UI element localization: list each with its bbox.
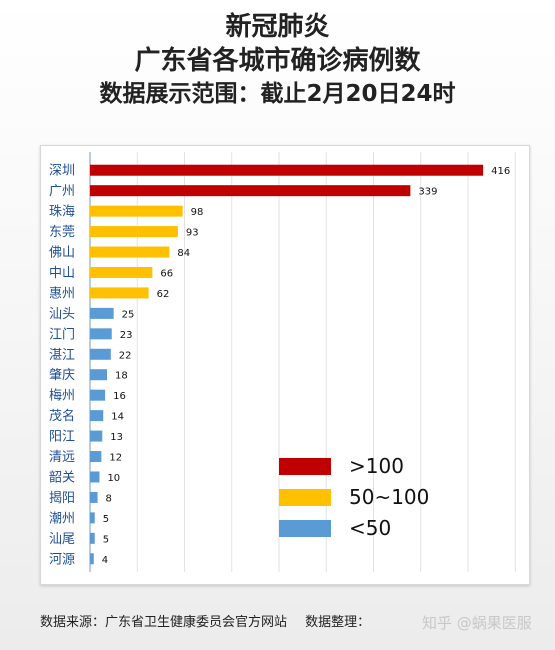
bar bbox=[90, 287, 149, 299]
data-label: 8 bbox=[106, 493, 112, 504]
data-label: 14 bbox=[111, 412, 124, 423]
category-label: 阳江 bbox=[49, 430, 75, 445]
title-block: 新冠肺炎 广东省各城市确诊病例数 数据展示范围：截止2月20日24时 bbox=[0, 10, 555, 110]
category-label: 河源 bbox=[49, 552, 75, 567]
category-label: 惠州 bbox=[49, 286, 75, 301]
category-label: 珠海 bbox=[49, 205, 75, 220]
bar bbox=[90, 185, 411, 197]
category-label: 汕尾 bbox=[49, 532, 75, 547]
category-label: 梅州 bbox=[49, 389, 75, 404]
data-label: 12 bbox=[109, 453, 122, 464]
category-label: 汕头 bbox=[49, 307, 75, 322]
category-label: 肇庆 bbox=[49, 368, 75, 383]
data-label: 16 bbox=[113, 391, 126, 402]
bar bbox=[90, 491, 98, 503]
bar bbox=[90, 266, 153, 278]
bar bbox=[90, 246, 170, 258]
data-label: 23 bbox=[120, 330, 133, 341]
data-label: 25 bbox=[122, 309, 135, 320]
data-label: 5 bbox=[103, 534, 109, 545]
watermark-text: 知乎 @蜗果医服 bbox=[422, 614, 532, 632]
category-label: 揭阳 bbox=[49, 491, 75, 506]
bar bbox=[90, 226, 178, 238]
data-label: 22 bbox=[119, 350, 132, 361]
legend-label: >100 bbox=[349, 454, 404, 478]
chart-subtitle: 广东省各城市确诊病例数 bbox=[134, 46, 421, 76]
bar bbox=[90, 471, 100, 483]
data-label: 62 bbox=[157, 289, 170, 300]
category-label: 江门 bbox=[49, 327, 75, 342]
data-label: 416 bbox=[491, 166, 510, 177]
data-organizer-text: 数据整理： bbox=[305, 615, 371, 630]
bar bbox=[90, 451, 102, 463]
category-label: 茂名 bbox=[49, 408, 75, 424]
bar bbox=[90, 307, 114, 319]
data-label: 98 bbox=[191, 207, 204, 218]
legend-swatch bbox=[279, 520, 331, 537]
category-label: 佛山 bbox=[49, 246, 75, 261]
data-range-note: 数据展示范围：截止2月20日24时 bbox=[99, 81, 456, 107]
category-label: 东莞 bbox=[49, 225, 75, 240]
bar bbox=[90, 389, 106, 401]
bar bbox=[90, 328, 112, 340]
bar bbox=[90, 532, 95, 544]
legend-swatch bbox=[279, 458, 331, 475]
data-label: 13 bbox=[110, 432, 123, 443]
bar bbox=[90, 205, 183, 217]
data-label: 10 bbox=[107, 473, 120, 484]
legend-label: <50 bbox=[349, 516, 391, 540]
bar bbox=[90, 512, 95, 524]
data-label: 66 bbox=[160, 268, 173, 279]
chart-panel: 深圳 416 广州 339 珠海 98 东莞 93 佛山 84 中山 66 惠州 62 汕头 25 江门 23 湛江… bbox=[40, 145, 530, 585]
category-label: 清远 bbox=[49, 450, 75, 465]
data-label: 18 bbox=[115, 371, 128, 382]
data-label: 93 bbox=[186, 228, 199, 239]
data-label: 339 bbox=[418, 187, 437, 198]
category-label: 潮州 bbox=[49, 511, 75, 526]
chart-title: 新冠肺炎 bbox=[225, 12, 330, 42]
bar bbox=[90, 164, 484, 176]
bar bbox=[90, 410, 104, 422]
category-label: 中山 bbox=[49, 266, 75, 281]
data-label: 4 bbox=[102, 555, 108, 566]
bar bbox=[90, 430, 103, 442]
category-label: 深圳 bbox=[49, 164, 75, 179]
data-label: 84 bbox=[177, 248, 190, 259]
bar bbox=[90, 369, 108, 381]
legend-label: 50~100 bbox=[349, 485, 429, 509]
bar bbox=[90, 553, 94, 565]
category-label: 韶关 bbox=[49, 469, 75, 485]
footer: 数据来源：广东省卫生健康委员会官方网站 数据整理： bbox=[40, 611, 370, 630]
category-label: 广州 bbox=[49, 184, 75, 199]
data-source-text: 数据来源：广东省卫生健康委员会官方网站 bbox=[40, 615, 288, 630]
bar bbox=[90, 348, 111, 360]
legend-swatch bbox=[279, 489, 331, 506]
category-label: 湛江 bbox=[49, 348, 75, 363]
data-label: 5 bbox=[103, 514, 109, 525]
